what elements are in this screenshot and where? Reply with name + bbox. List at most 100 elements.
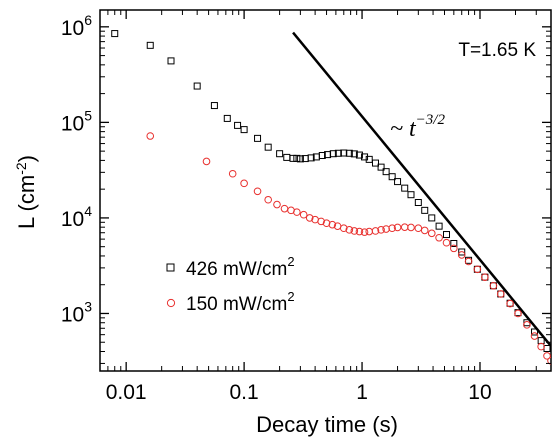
data-point-circle [273,200,281,209]
data-point-square [276,150,284,158]
data-point-circle [371,227,380,235]
data-point-circle [328,220,337,229]
data-point-square [193,82,201,90]
data-point-circle [339,224,348,233]
data-point-square [361,153,369,161]
data-point-circle [489,281,498,290]
y-tick-label: 103 [61,298,92,326]
data-point-circle [414,224,423,233]
data-point-square [289,154,297,162]
legend-label: 426 mW/cm2 [186,254,295,280]
data-point-square [210,102,218,110]
data-point-circle [506,299,514,308]
data-point-square [355,151,363,159]
data-point-circle [450,244,458,253]
data-point-circle [393,223,402,232]
y-tick-label: 105 [61,107,92,135]
data-point-square [283,153,291,161]
data-point-circle [365,227,374,236]
data-point-square [307,154,315,162]
power-law-fit [292,31,551,347]
data-point-square [450,239,458,247]
y-axis-label: L (cm-2) [13,155,39,229]
data-point-square [414,199,422,207]
data-point-circle [481,273,489,281]
x-tick-label: 0.1 [230,381,259,404]
data-point-circle [240,179,248,188]
data-point-square [254,134,262,142]
data-point-square [296,155,304,163]
data-point-square [318,152,326,160]
x-tick-label: 10 [468,381,491,404]
data-point-circle [280,204,289,213]
legend-marker-circle [166,298,176,308]
slope-annotation: ~ t−3/2 [390,112,445,142]
data-point-circle [464,257,473,266]
data-point-square [234,121,242,129]
data-point-square [442,231,450,239]
data-point-circle [442,238,451,247]
data-point-circle [473,265,482,274]
data-point-circle [407,223,415,232]
data-point-circle [305,214,314,222]
data-point-square [435,222,443,230]
y-tick-label: 104 [61,203,92,231]
data-point-circle [543,352,551,360]
legend-marker-square [166,263,175,272]
data-point-circle [523,321,531,329]
data-point-circle [146,132,155,140]
data-point-circle [360,228,369,236]
data-point-square [421,206,429,214]
data-point-square [146,41,154,49]
data-point-square [401,184,409,192]
data-point-circle [400,223,409,231]
data-point-circle [530,332,539,340]
data-point-circle [228,169,237,178]
data-point-circle [299,210,308,219]
series-circle [146,132,551,365]
data-point-square [428,214,436,222]
y-tick-label: 106 [61,12,92,40]
data-point-square [407,191,415,199]
data-point-circle [435,233,443,242]
data-point-square [264,143,272,151]
data-point-circle [293,208,301,216]
data-point-square [334,149,342,157]
data-point-square [365,155,373,163]
data-point-square [388,173,396,181]
data-point-square [329,150,337,158]
temperature-annotation: T=1.65 K [458,40,536,61]
data-point-square [111,30,119,38]
data-point-circle [388,224,396,233]
data-point-circle [420,226,429,235]
legend: 426 mW/cm2 150 mW/cm2 [166,254,295,315]
data-point-circle [264,195,272,204]
data-series [111,30,551,365]
plot-border [99,9,552,372]
data-point-circle [514,309,522,318]
data-point-square [240,126,248,134]
x-axis-label: Decay time (s) [256,412,398,437]
data-point-square [223,114,231,122]
legend-label: 150 mW/cm2 [186,289,295,315]
data-point-circle [537,342,545,351]
x-tick-label: 0.01 [106,381,147,404]
data-point-square [531,328,539,336]
x-tick-label: 1 [356,381,368,404]
data-point-circle [457,251,466,259]
data-point-square [293,154,301,162]
data-point-square [394,178,402,186]
plot-frame [99,9,552,372]
data-point-square [371,159,379,167]
data-point-square [458,248,466,256]
axis-ticks: 0.01 0.1 1 10 103 104 105 106 [61,10,552,404]
data-point-circle [427,229,436,238]
data-point-circle [317,217,325,226]
data-point-circle [547,356,551,365]
power-law-line [292,31,551,347]
data-point-circle [355,227,364,236]
data-point-square [167,57,175,65]
data-point-circle [202,157,211,166]
data-point-circle [322,219,331,228]
